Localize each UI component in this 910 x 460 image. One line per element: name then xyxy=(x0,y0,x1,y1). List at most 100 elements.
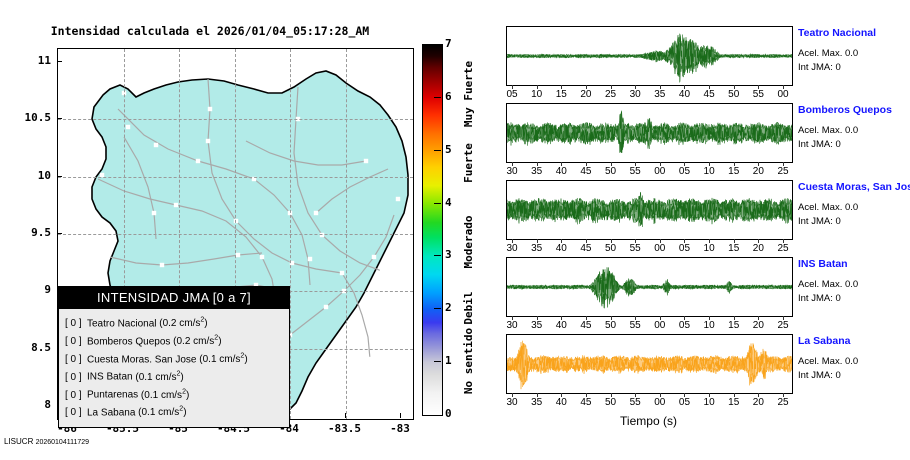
map-station-marker[interactable] xyxy=(207,106,213,112)
time-tick-label: 20 xyxy=(752,320,764,331)
time-tick xyxy=(758,85,760,89)
map-gridline-v xyxy=(234,49,236,419)
map-station-marker[interactable] xyxy=(259,254,265,260)
time-tick-label: 40 xyxy=(555,243,567,254)
time-tick-label: 35 xyxy=(654,89,666,100)
legend-acceleration: (0.1 cm/s2) xyxy=(132,370,184,383)
map-station-marker[interactable] xyxy=(173,202,179,208)
time-tick-label: 30 xyxy=(506,243,518,254)
waveform-panel[interactable] xyxy=(506,103,793,163)
map-station-marker[interactable] xyxy=(205,138,211,144)
legend-acceleration: (0.1 cm/s2) xyxy=(135,406,187,419)
map-station-marker[interactable] xyxy=(235,252,241,258)
legend-intensity-value: [ 0 ] xyxy=(65,318,82,330)
legend-station-list: [ 0 ] Teatro Nacional (0.2 cm/s2) [ 0 ] Bom… xyxy=(59,309,289,427)
time-tick xyxy=(585,162,587,166)
time-tick-label: 55 xyxy=(629,166,641,177)
map-y-tick xyxy=(57,61,62,62)
map-x-tick-label: -83 xyxy=(390,422,410,435)
map-station-marker[interactable] xyxy=(151,210,157,216)
map-station-marker[interactable] xyxy=(251,176,257,182)
map-station-marker[interactable] xyxy=(323,304,329,310)
map-station-marker[interactable] xyxy=(313,210,319,216)
time-tick xyxy=(709,393,711,397)
time-tick-label: 10 xyxy=(531,89,543,100)
map-station-marker[interactable] xyxy=(363,158,369,164)
legend-station-name: Cuesta Moras. San Jose xyxy=(87,353,197,365)
colorbar-tick-label: 6 xyxy=(445,89,452,103)
time-tick-label: 40 xyxy=(555,320,567,331)
time-tick xyxy=(684,85,686,89)
colorbar-category-label: Moderado xyxy=(462,215,475,269)
colorbar-tick xyxy=(434,202,441,204)
time-tick-label: 15 xyxy=(728,166,740,177)
time-tick-label: 05 xyxy=(506,89,518,100)
colorbar-category-label: Fuerte xyxy=(462,143,475,183)
time-tick-label: 00 xyxy=(777,89,789,100)
time-tick-label: 55 xyxy=(629,397,641,408)
waveform-station-name: Teatro Nacional xyxy=(798,27,876,39)
time-tick-label: 35 xyxy=(531,166,543,177)
time-tick xyxy=(733,393,735,397)
map-station-marker[interactable] xyxy=(367,356,373,362)
time-tick xyxy=(684,393,686,397)
time-tick-label: 15 xyxy=(728,243,740,254)
time-tick xyxy=(635,162,637,166)
waveform-time-axis: 30 35 40 45 50 55 00 05 10 15 20 25 xyxy=(506,316,791,334)
intensity-legend-box: INTENSIDAD JMA [0 a 7] [ 0 ] Teatro Nacio… xyxy=(58,286,290,428)
waveform-signal xyxy=(507,267,792,309)
time-tick xyxy=(635,393,637,397)
waveform-trace xyxy=(507,340,792,390)
waveform-max-acceleration: Acel. Max. 0.0 xyxy=(798,125,859,136)
map-station-marker[interactable] xyxy=(341,288,347,294)
time-tick xyxy=(659,85,661,89)
watermark: LISUCR 20260104111729 xyxy=(4,437,89,446)
waveform-panel[interactable] xyxy=(506,180,793,240)
legend-row: [ 0 ] INS Batan (0.1 cm/s2) xyxy=(65,367,289,385)
map-station-marker[interactable] xyxy=(295,116,301,122)
time-tick-label: 10 xyxy=(703,320,715,331)
map-station-marker[interactable] xyxy=(395,196,401,202)
map-station-marker[interactable] xyxy=(289,260,295,266)
map-station-marker[interactable] xyxy=(159,262,165,268)
time-tick-label: 10 xyxy=(703,243,715,254)
time-tick xyxy=(783,393,784,397)
map-station-marker[interactable] xyxy=(371,254,377,260)
waveform-time-axis: 05 10 15 20 25 30 35 40 45 50 55 00 xyxy=(506,85,791,103)
colorbar-category-label: Debil xyxy=(462,291,475,325)
colorbar-category-label: Muy Fuerte xyxy=(462,61,475,128)
time-tick xyxy=(758,239,760,243)
legend-station-name: La Sabana xyxy=(87,407,136,419)
time-tick-label: 25 xyxy=(777,166,789,177)
waveform-panel[interactable] xyxy=(506,257,793,317)
time-tick xyxy=(758,162,760,166)
map-station-marker[interactable] xyxy=(195,158,201,164)
map-y-tick-label: 9.5 xyxy=(31,226,51,239)
map-station-marker[interactable] xyxy=(99,172,105,178)
time-tick xyxy=(512,393,513,397)
time-tick xyxy=(733,162,735,166)
map-road-line xyxy=(341,272,371,360)
map-station-marker[interactable] xyxy=(233,218,239,224)
map-road-line xyxy=(97,178,277,304)
map-station-marker[interactable] xyxy=(307,256,313,262)
time-tick-label: 45 xyxy=(580,166,592,177)
time-tick-label: 00 xyxy=(654,166,666,177)
map-road-line xyxy=(293,86,383,272)
colorbar-tick xyxy=(434,149,441,151)
time-tick-label: 45 xyxy=(580,320,592,331)
waveform-panel[interactable] xyxy=(506,26,793,86)
map-station-marker[interactable] xyxy=(339,270,345,276)
map-station-marker[interactable] xyxy=(153,142,159,148)
map-station-marker[interactable] xyxy=(379,268,385,274)
waveform-max-acceleration: Acel. Max. 0.0 xyxy=(798,48,859,59)
waveform-panel[interactable] xyxy=(506,334,793,394)
time-tick-label: 15 xyxy=(728,320,740,331)
map-station-marker[interactable] xyxy=(125,124,131,130)
legend-intensity-value: [ 0 ] xyxy=(65,389,82,401)
map-station-marker[interactable] xyxy=(253,282,259,288)
map-x-tick-label: -83.5 xyxy=(327,422,362,435)
time-tick xyxy=(512,239,513,243)
map-station-marker[interactable] xyxy=(319,232,325,238)
time-tick-label: 35 xyxy=(531,320,543,331)
